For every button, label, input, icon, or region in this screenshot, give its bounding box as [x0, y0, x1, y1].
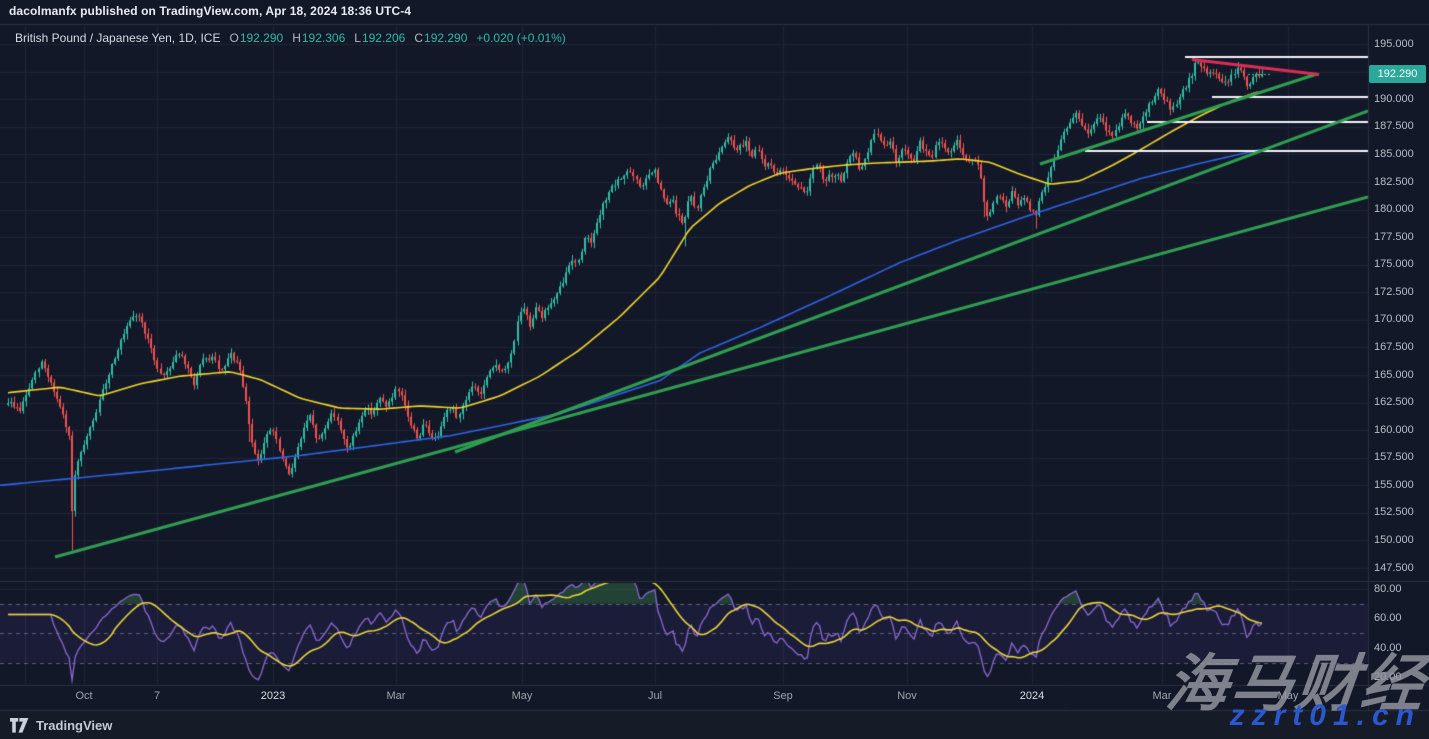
tradingview-logo-icon[interactable]: [10, 717, 29, 733]
time-axis-label: Oct: [75, 690, 93, 702]
price-axis-label: 175.000: [1374, 258, 1414, 271]
price-axis-label: 170.000: [1374, 313, 1414, 326]
publish-text: dacolmanfx published on TradingView.com,…: [9, 4, 412, 18]
price-axis-label: 160.000: [1374, 423, 1414, 436]
price-axis-label: 150.000: [1374, 533, 1414, 546]
time-axis-label: Mar: [386, 690, 406, 702]
time-axis-label: Sep: [773, 690, 793, 702]
price-axis-label: 162.500: [1374, 396, 1414, 409]
price-axis-label: 190.000: [1374, 92, 1414, 105]
time-axis-label: Mar: [1152, 690, 1172, 702]
rsi-axis-label: 60.00: [1374, 612, 1402, 625]
ohlc-high-value: 192.306: [301, 31, 346, 45]
time-axis-label: Nov: [897, 690, 917, 702]
price-axis-label: 147.500: [1374, 561, 1414, 574]
publish-bar: dacolmanfx published on TradingView.com,…: [9, 4, 411, 18]
price-axis-label: 172.500: [1374, 285, 1414, 298]
symbol-title[interactable]: British Pound / Japanese Yen, 1D, ICE: [15, 31, 221, 45]
time-axis-label: May: [511, 690, 533, 702]
ohlc-open-label: O: [229, 31, 239, 45]
ohlc-close-value: 192.290: [424, 31, 468, 45]
tradingview-brand-text[interactable]: TradingView: [36, 717, 113, 733]
change-value: +0.020 (+0.01%): [476, 31, 566, 45]
time-axis-label: May: [1277, 690, 1299, 702]
rsi-axis-label: 40.00: [1374, 641, 1402, 654]
price-axis-label: 167.500: [1374, 340, 1414, 353]
time-axis-label: 2023: [260, 690, 286, 702]
price-axis-label: 182.500: [1374, 175, 1414, 188]
price-axis-label: 152.500: [1374, 506, 1414, 519]
time-axis-label: 2024: [1019, 690, 1045, 702]
price-axis-label: 177.500: [1374, 230, 1414, 243]
footer-bar: TradingView: [10, 713, 112, 737]
price-axis-label: 187.500: [1374, 120, 1414, 133]
price-axis-label: 195.000: [1374, 37, 1414, 50]
price-axis-label: 185.000: [1374, 147, 1414, 160]
price-axis-label: 155.000: [1374, 478, 1414, 491]
time-axis-label: 7: [153, 690, 161, 702]
current-price-label: 192.290: [1369, 65, 1426, 84]
rsi-axis-label: 80.00: [1374, 582, 1402, 595]
ohlc-open-value: 192.290: [239, 31, 284, 45]
ohlc-high-label: H: [292, 31, 301, 45]
symbol-legend[interactable]: British Pound / Japanese Yen, 1D, ICE O19…: [15, 31, 566, 45]
price-axis-label: 180.000: [1374, 203, 1414, 216]
ohlc-close-label: C: [414, 31, 424, 45]
time-axis-label: Jul: [647, 690, 663, 702]
ohlc-low-value: 192.206: [361, 31, 406, 45]
rsi-axis-label: 20.00: [1374, 671, 1402, 684]
price-axis-label: 165.000: [1374, 368, 1414, 381]
ohlc-low-label: L: [354, 31, 361, 45]
price-axis-label: 157.500: [1374, 451, 1414, 464]
